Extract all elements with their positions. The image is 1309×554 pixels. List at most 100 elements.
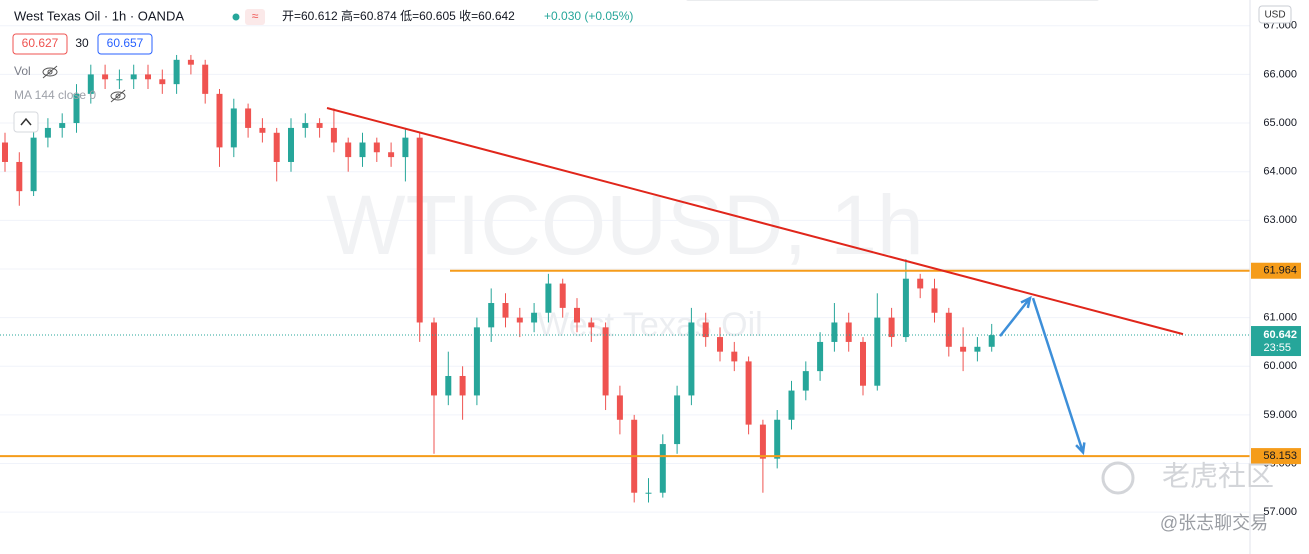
- candle-body: [145, 74, 151, 80]
- candle-body: [202, 64, 209, 94]
- collapse-icon: [20, 117, 32, 126]
- brand: 老虎社区: [1162, 460, 1274, 491]
- candle-body: [731, 351, 738, 362]
- candle-body: [216, 93, 223, 148]
- arrow: [999, 295, 1032, 337]
- candle-body: [645, 492, 652, 494]
- candle-body: [688, 322, 695, 396]
- candle-body: [259, 127, 266, 133]
- candle-body: [874, 317, 881, 386]
- candle-body: [44, 127, 51, 138]
- candle-body: [788, 390, 795, 420]
- candle-body: [616, 395, 623, 420]
- candle-body: [860, 341, 866, 386]
- candle-body: [488, 303, 495, 328]
- candle-body: [888, 317, 895, 338]
- watermark-sub: West Texas Oil: [537, 306, 762, 344]
- bid-box[interactable]: [12, 33, 68, 55]
- candle-body: [388, 152, 395, 158]
- candle-body: [831, 322, 838, 342]
- current-price-label: 60.642: [1263, 329, 1297, 341]
- y-tick-label: 59.000: [1263, 409, 1297, 421]
- candle-body: [230, 108, 237, 148]
- candle-body: [917, 278, 924, 289]
- candle-body: [30, 137, 37, 192]
- candle-body: [102, 74, 109, 80]
- candle-body: [774, 419, 781, 459]
- ma-label: MA 144 close 0: [14, 88, 96, 102]
- y-tick-label: 66.000: [1263, 68, 1297, 80]
- y-tick-label: 65.000: [1263, 117, 1297, 129]
- level-label: 61.964: [1263, 265, 1297, 277]
- candle-body: [974, 346, 981, 352]
- ohlc-text: 开=60.612 高=60.874 低=60.605 收=60.642: [282, 8, 515, 23]
- status-icon: ≈: [252, 9, 259, 23]
- candle-body: [574, 307, 580, 323]
- candle-body: [588, 322, 595, 328]
- candle-body: [373, 142, 380, 153]
- candle-body: [273, 132, 280, 162]
- candle-body: [288, 127, 294, 162]
- candle-body: [759, 424, 766, 459]
- y-tick-label: 60.000: [1263, 360, 1297, 372]
- candle-body: [330, 127, 337, 143]
- author: @张志聊交易: [1160, 513, 1268, 533]
- currency: USD: [1264, 10, 1285, 21]
- candle-body: [945, 312, 952, 347]
- bid: 60.627: [22, 36, 59, 50]
- level-tag: [1251, 262, 1301, 279]
- candle-body: [459, 375, 466, 396]
- candle-body: [87, 74, 94, 94]
- collapse-button[interactable]: [13, 111, 39, 133]
- y-tick-label: 61.000: [1263, 312, 1297, 324]
- y-tick-label: 63.000: [1263, 214, 1297, 226]
- candle-body: [402, 137, 409, 158]
- y-tick-label: 57.000: [1263, 506, 1297, 518]
- candle-body: [345, 142, 352, 158]
- candle-body: [73, 93, 80, 124]
- hide-icon[interactable]: [42, 65, 58, 79]
- vol-label: Vol: [14, 64, 31, 78]
- candle-body: [531, 312, 538, 323]
- candle-body: [659, 444, 666, 493]
- candle-body: [802, 371, 809, 391]
- candle-body: [316, 123, 323, 128]
- change-text: +0.030 (+0.05%): [544, 9, 633, 23]
- trendline: [326, 107, 1184, 336]
- brand-logo: [1101, 461, 1135, 495]
- spread: 30: [75, 36, 89, 50]
- y-tick-label: 64.000: [1263, 166, 1297, 178]
- candle-body: [473, 327, 480, 396]
- candle-body: [359, 142, 366, 158]
- candle-body: [931, 288, 938, 313]
- candle-body: [960, 346, 967, 352]
- candle-body: [445, 375, 452, 396]
- candle-body: [302, 123, 309, 128]
- status-badge: [245, 9, 265, 25]
- candle-body: [245, 108, 252, 128]
- candle-body: [988, 335, 995, 347]
- candle-body: [187, 59, 194, 65]
- status-dot: [232, 13, 240, 21]
- candle-body: [2, 142, 8, 162]
- arrow: [1031, 297, 1086, 456]
- level-label: 58.153: [1263, 450, 1297, 462]
- ask-box[interactable]: [97, 33, 153, 55]
- candle-body: [173, 59, 180, 85]
- candle-body: [845, 322, 852, 342]
- level-tag: [1251, 448, 1301, 465]
- candle-body: [702, 322, 709, 338]
- candle-body: [674, 395, 681, 445]
- candle-body: [745, 361, 752, 425]
- candle-body: [59, 123, 66, 128]
- ask: 60.657: [107, 36, 144, 50]
- candle-body: [16, 161, 23, 192]
- candle-body: [902, 278, 909, 338]
- candle-body: [516, 317, 523, 323]
- hide-icon[interactable]: [110, 89, 126, 103]
- candle-body: [159, 79, 166, 85]
- currency-badge[interactable]: [1258, 5, 1292, 24]
- candle-body: [116, 79, 123, 81]
- candle-body: [431, 322, 437, 396]
